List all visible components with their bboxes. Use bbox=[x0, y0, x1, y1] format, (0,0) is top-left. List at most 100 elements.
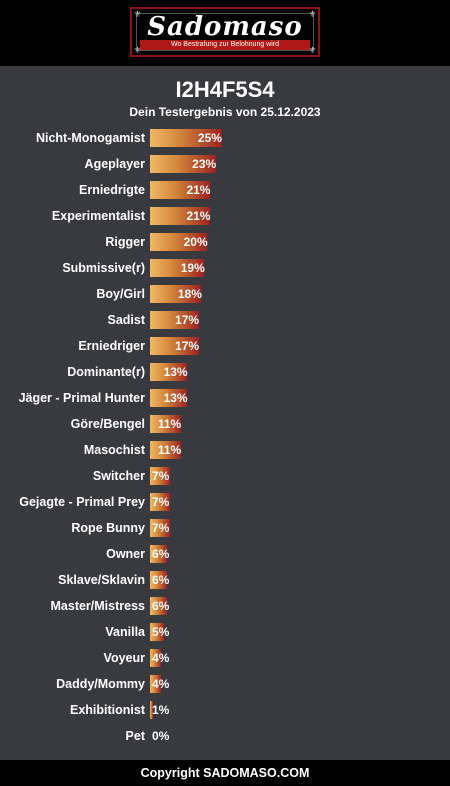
value-label: 11% bbox=[157, 417, 182, 431]
value-label: 6% bbox=[152, 573, 170, 587]
value-label: 4% bbox=[152, 651, 170, 665]
fleur-de-lis-icon: ⚜ bbox=[133, 45, 142, 55]
category-label: Sadist bbox=[107, 313, 145, 327]
category-label: Owner bbox=[106, 547, 145, 561]
value-label: 7% bbox=[152, 521, 170, 535]
result-subtitle: Dein Testergebnis von 25.12.2023 bbox=[129, 105, 321, 119]
value-label: 13% bbox=[163, 391, 188, 405]
bar bbox=[150, 363, 188, 381]
bar bbox=[150, 181, 211, 199]
value-label: 13% bbox=[163, 365, 188, 379]
chart-row: Nicht-Monogamist 25% bbox=[0, 129, 450, 149]
category-label: Gejagte - Primal Prey bbox=[19, 495, 145, 509]
bar bbox=[150, 441, 182, 459]
chart-row: Pet 0% bbox=[0, 727, 450, 747]
chart-row: Dominante(r) 13% bbox=[0, 363, 450, 383]
value-label: 19% bbox=[180, 261, 205, 275]
bar bbox=[150, 467, 171, 485]
value-label: 20% bbox=[183, 235, 208, 249]
value-label: 6% bbox=[152, 547, 170, 561]
bar bbox=[150, 571, 168, 589]
category-label: Vanilla bbox=[105, 625, 145, 639]
chart-row: Rope Bunny 7% bbox=[0, 519, 450, 539]
category-label: Switcher bbox=[92, 469, 145, 483]
value-label: 4% bbox=[152, 677, 170, 691]
bar bbox=[150, 415, 182, 433]
chart-row: Experimentalist 21% bbox=[0, 207, 450, 227]
category-label: Voyeur bbox=[103, 651, 145, 665]
chart-row: Erniedriger 17% bbox=[0, 337, 450, 357]
value-label: 7% bbox=[152, 495, 170, 509]
category-label: Experimentalist bbox=[51, 209, 145, 223]
category-label: Exhibitionist bbox=[70, 703, 145, 717]
bar bbox=[150, 311, 199, 329]
value-label: 21% bbox=[186, 209, 211, 223]
bar bbox=[150, 233, 208, 251]
chart-row: Submissive(r) 19% bbox=[0, 259, 450, 279]
logo-frame bbox=[136, 13, 314, 51]
value-label: 0% bbox=[152, 729, 170, 743]
value-label: 5% bbox=[152, 625, 170, 639]
bar bbox=[150, 597, 168, 615]
chart-row: Göre/Bengel 11% bbox=[0, 415, 450, 435]
chart-row: Ageplayer 23% bbox=[0, 155, 450, 175]
value-label: 7% bbox=[152, 469, 170, 483]
result-title: I2H4F5S4 bbox=[175, 77, 275, 102]
chart-row: Exhibitionist 1% bbox=[0, 701, 450, 721]
category-label: Masochist bbox=[83, 443, 145, 457]
value-label: 17% bbox=[175, 339, 200, 353]
chart-row: Masochist 11% bbox=[0, 441, 450, 461]
category-label: Sklave/Sklavin bbox=[58, 573, 145, 587]
bar bbox=[150, 259, 205, 277]
bar bbox=[150, 337, 199, 355]
chart-row: Master/Mistress 6% bbox=[0, 597, 450, 617]
value-label: 17% bbox=[175, 313, 200, 327]
fleur-de-lis-icon: ⚜ bbox=[133, 9, 142, 19]
value-label: 23% bbox=[192, 157, 217, 171]
footer-copyright: Copyright SADOMASO.COM bbox=[0, 760, 450, 786]
bar bbox=[150, 285, 202, 303]
bar bbox=[150, 623, 165, 641]
category-label: Boy/Girl bbox=[96, 287, 145, 301]
category-label: Pet bbox=[125, 729, 145, 743]
chart-row: Erniedrigte 21% bbox=[0, 181, 450, 201]
chart-row: Gejagte - Primal Prey 7% bbox=[0, 493, 450, 513]
header-bar: Sadomaso Wo Bestrafung zur Belohnung wir… bbox=[0, 0, 450, 66]
category-label: Ageplayer bbox=[84, 157, 145, 171]
category-label: Nicht-Monogamist bbox=[35, 131, 145, 145]
value-label: 25% bbox=[197, 131, 222, 145]
chart-row: Rigger 20% bbox=[0, 233, 450, 253]
category-label: Master/Mistress bbox=[50, 599, 146, 613]
bar bbox=[150, 649, 162, 667]
bar bbox=[150, 519, 171, 537]
value-label: 21% bbox=[186, 183, 211, 197]
chart-row: Sadist 17% bbox=[0, 311, 450, 331]
chart-row: Vanilla 5% bbox=[0, 623, 450, 643]
chart-row: Daddy/Mommy 4% bbox=[0, 675, 450, 695]
logo[interactable]: Sadomaso Wo Bestrafung zur Belohnung wir… bbox=[130, 7, 320, 57]
bar bbox=[150, 129, 222, 147]
value-label: 18% bbox=[177, 287, 202, 301]
value-label: 11% bbox=[157, 443, 182, 457]
category-label: Erniedriger bbox=[78, 339, 145, 353]
bar bbox=[150, 389, 188, 407]
category-label: Göre/Bengel bbox=[70, 417, 145, 431]
category-label: Submissive(r) bbox=[62, 261, 145, 275]
bar bbox=[150, 207, 211, 225]
category-label: Erniedrigte bbox=[79, 183, 145, 197]
category-label: Rope Bunny bbox=[71, 521, 145, 535]
value-label: 1% bbox=[152, 703, 170, 717]
bar bbox=[150, 701, 153, 719]
chart-row: Boy/Girl 18% bbox=[0, 285, 450, 305]
chart-row: Owner 6% bbox=[0, 545, 450, 565]
category-label: Jäger - Primal Hunter bbox=[18, 391, 145, 405]
category-label: Rigger bbox=[105, 235, 145, 249]
bar bbox=[150, 675, 162, 693]
category-label: Daddy/Mommy bbox=[56, 677, 145, 691]
bar bbox=[150, 493, 171, 511]
chart-row: Sklave/Sklavin 6% bbox=[0, 571, 450, 591]
chart-row: Voyeur 4% bbox=[0, 649, 450, 669]
fleur-de-lis-icon: ⚜ bbox=[308, 45, 317, 55]
logo-tagline: Wo Bestrafung zur Belohnung wird bbox=[140, 40, 310, 50]
bar bbox=[150, 545, 168, 563]
